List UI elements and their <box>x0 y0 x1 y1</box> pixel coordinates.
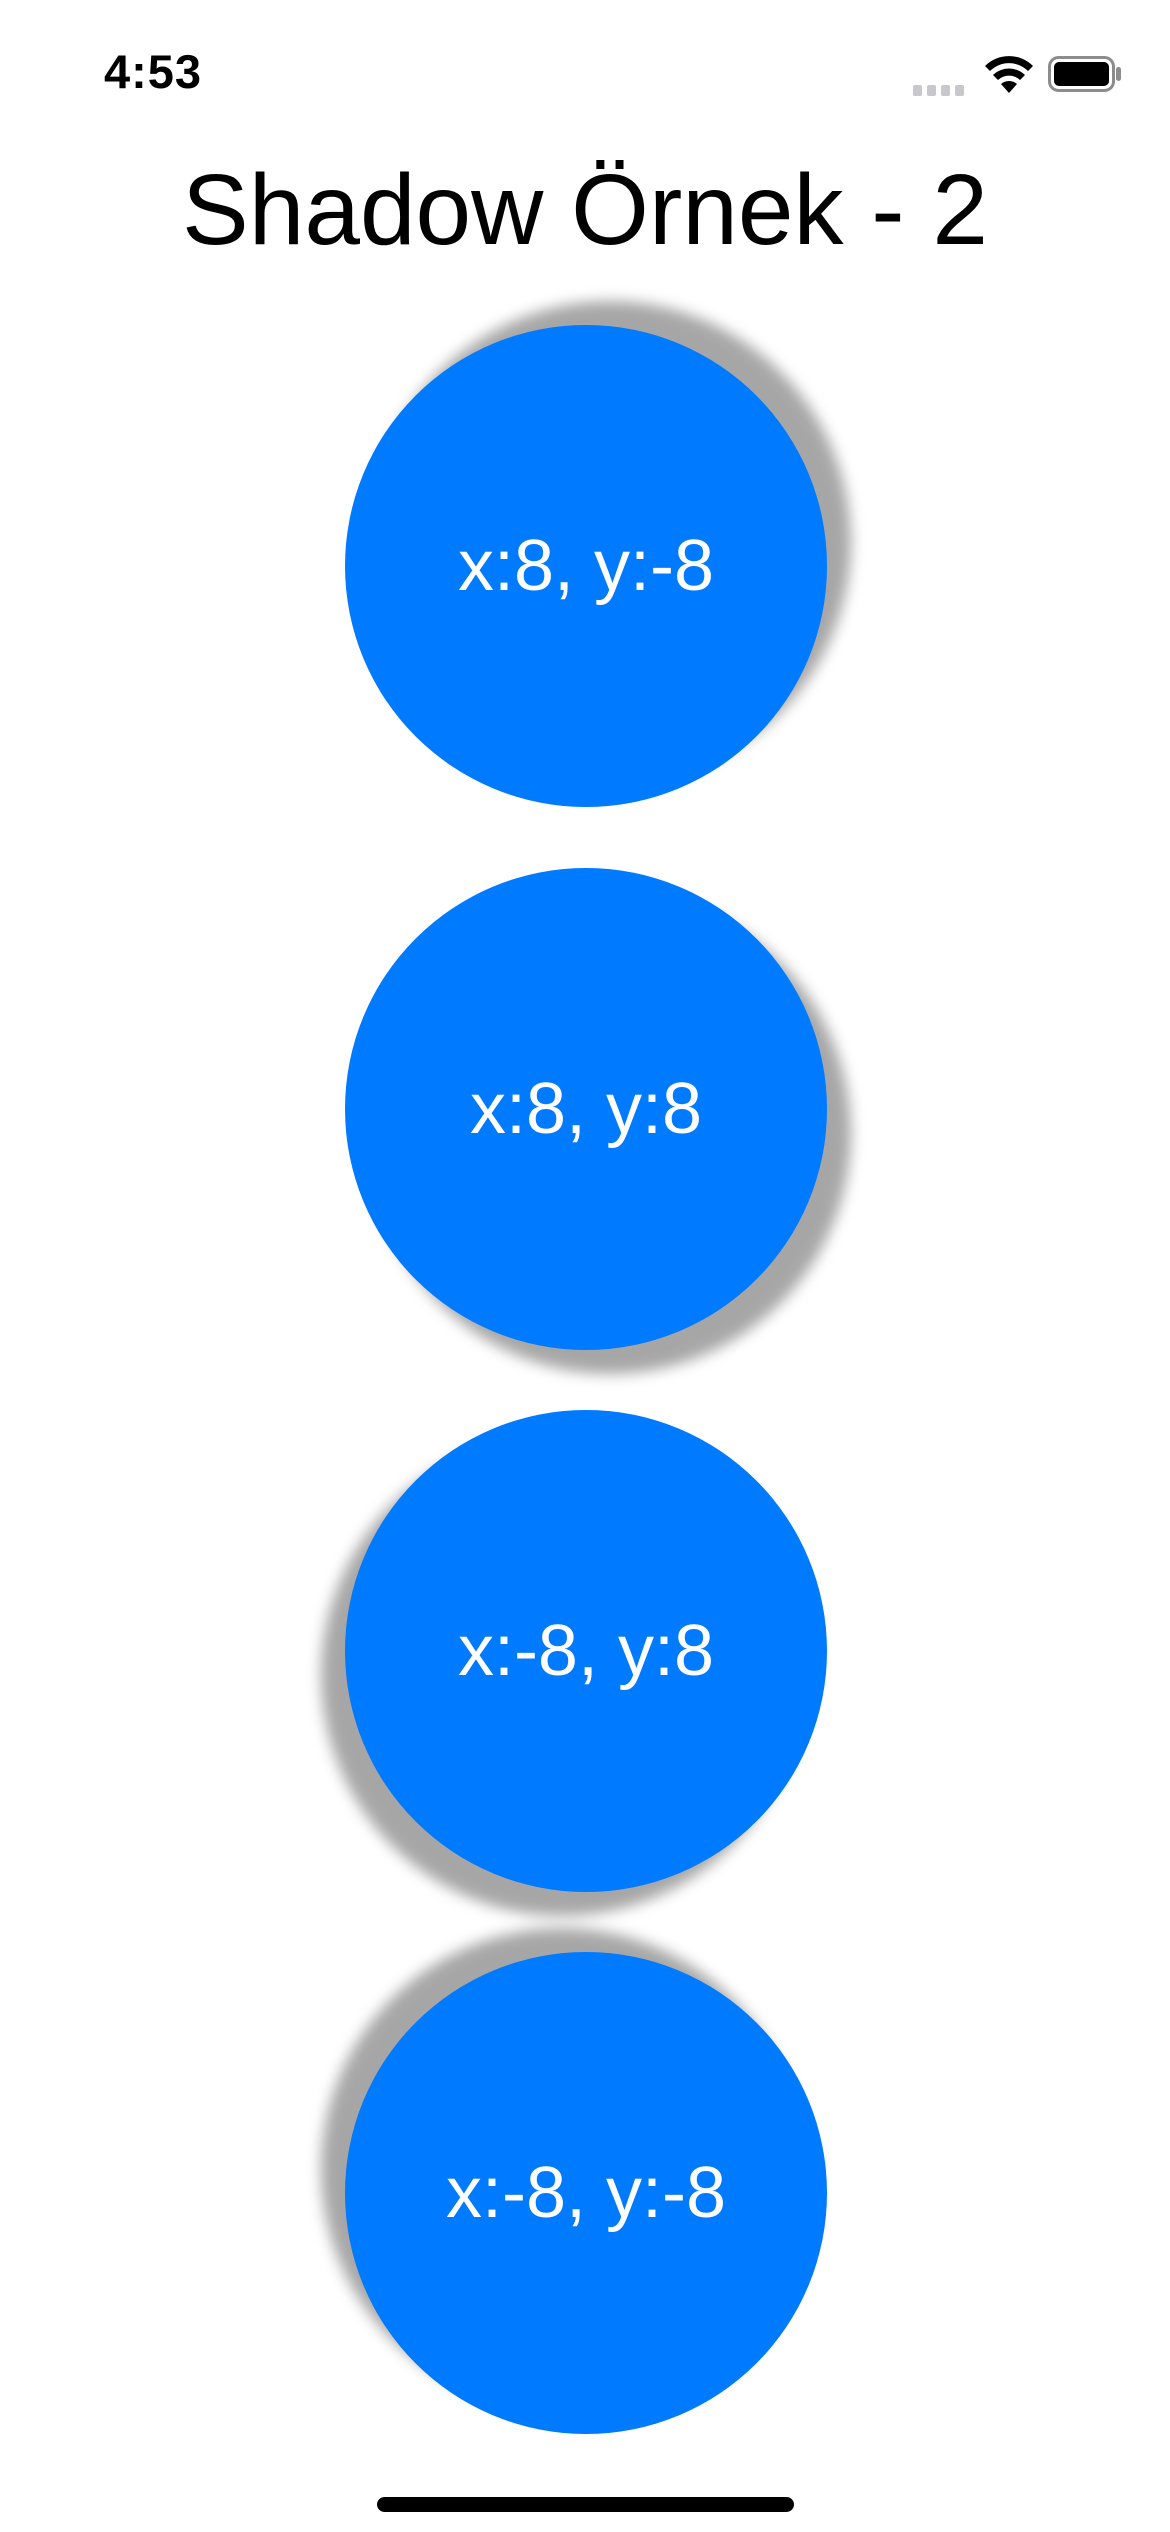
shadow-button-xminus8-yminus8[interactable]: x:-8, y:-8 <box>345 1952 827 2434</box>
button-label: x:8, y:-8 <box>457 526 715 606</box>
page-title: Shadow Örnek - 2 <box>182 154 988 266</box>
button-label: x:-8, y:-8 <box>445 2153 727 2233</box>
button-label: x:8, y:8 <box>469 1069 703 1149</box>
battery-icon <box>1048 56 1121 92</box>
status-bar: 4:53 <box>0 0 1170 150</box>
wifi-icon <box>985 56 1033 93</box>
button-label: x:-8, y:8 <box>457 1611 715 1691</box>
shadow-button-xminus8-y8[interactable]: x:-8, y:8 <box>345 1410 827 1892</box>
home-indicator[interactable] <box>377 2497 794 2512</box>
shadow-button-x8-yminus8[interactable]: x:8, y:-8 <box>345 325 827 807</box>
status-time: 4:53 <box>104 45 203 98</box>
shadow-button-x8-y8[interactable]: x:8, y:8 <box>345 868 827 1350</box>
cellular-signal-icon <box>913 85 964 96</box>
